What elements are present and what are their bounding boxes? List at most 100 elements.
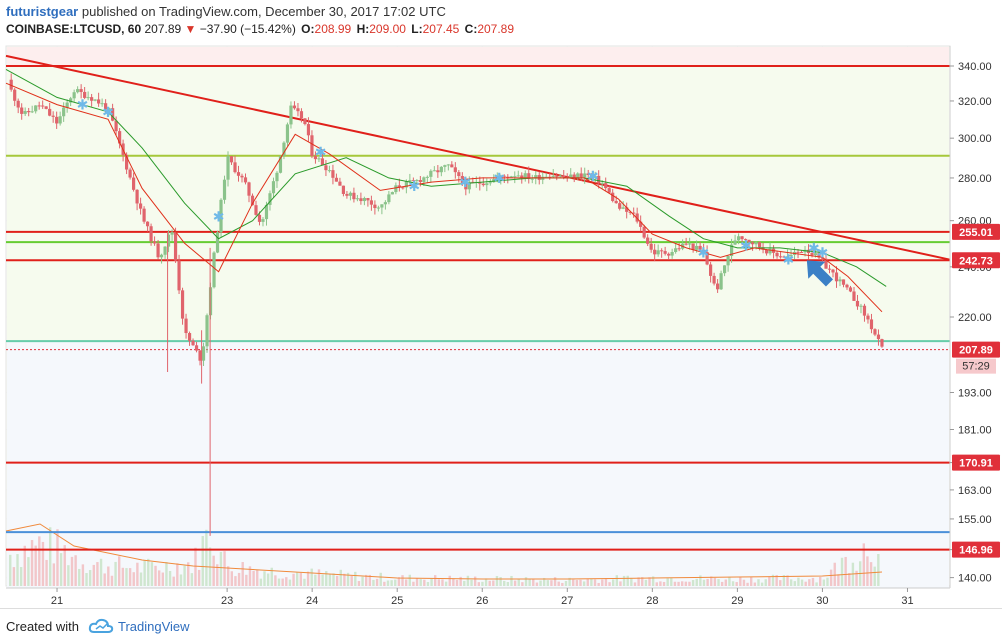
candle-body (656, 250, 660, 255)
candle-body (649, 243, 653, 250)
volume-bar (157, 570, 161, 586)
volume-bar (81, 564, 85, 586)
candle-body (593, 175, 597, 177)
candle-body (646, 237, 650, 244)
candle-body (387, 194, 391, 203)
last-price: 207.89 (144, 22, 182, 36)
volume-bar (38, 536, 41, 586)
volume-bar (168, 570, 172, 586)
volume-bar (753, 582, 757, 586)
signal-star-icon: ✱ (783, 253, 795, 269)
volume-bar (266, 573, 270, 586)
volume-bar (528, 579, 531, 586)
arrow-shape (806, 260, 834, 287)
volume-bar (386, 580, 390, 586)
candle-body (841, 279, 846, 285)
signal-star-icon: ✱ (213, 209, 225, 225)
signal-star-icon: ✱ (698, 246, 710, 262)
volume-bar (542, 577, 546, 586)
candle-body (380, 204, 384, 208)
volume-bar (691, 580, 695, 586)
annotation-arrow[interactable] (798, 252, 838, 292)
candle-body (698, 245, 702, 250)
candle-body (138, 203, 143, 209)
symbol-label[interactable]: COINBASE:LTCUSD, 60 (6, 22, 142, 36)
volume-bar (52, 563, 56, 586)
volume-bar (869, 562, 873, 586)
candle-body (240, 175, 244, 178)
volume-bar (237, 572, 241, 586)
candle-body (355, 198, 360, 200)
volume-bar (92, 564, 95, 586)
candle-body (579, 173, 583, 178)
volume-bar (601, 579, 604, 586)
volume-bar (437, 579, 441, 586)
volume-bar (321, 574, 324, 586)
volume-bar (459, 576, 462, 586)
candle-body (653, 249, 657, 255)
candle-body (516, 175, 520, 177)
volume-bar (844, 556, 847, 586)
volume-bar (310, 568, 313, 586)
trendline[interactable] (5, 54, 951, 261)
time-axis[interactable]: 21 23 24 25 26 27 28 29 30 31 (51, 588, 914, 607)
volume-bar (426, 582, 430, 586)
candle-body (446, 164, 450, 166)
candle-body (404, 181, 408, 188)
candle-body (782, 256, 786, 258)
candle-body (600, 183, 604, 185)
candle-body (205, 315, 209, 347)
level-badge-label: 170.91 (959, 458, 993, 470)
volume-bar (176, 563, 179, 586)
candle-body (187, 333, 192, 341)
volume-bar (118, 556, 121, 586)
candle-body (180, 290, 185, 319)
volume-bar (379, 572, 382, 586)
candle-body (464, 182, 468, 190)
volume-bar (288, 579, 292, 586)
candle-body (775, 252, 779, 257)
author-link[interactable]: futuristgear (6, 4, 79, 19)
candle-body (142, 208, 146, 222)
volume-bar (125, 568, 128, 586)
volume-bar (350, 575, 353, 586)
price-chart[interactable]: ✱ ✱✱✱✱ ✱ ✱ ✱✱ ✱✱✱✱ 340.00320.00300.00280.0026… (0, 44, 1002, 608)
candle-body (604, 183, 608, 189)
volume-bar (789, 579, 793, 586)
tradingview-link[interactable]: TradingView (118, 619, 190, 634)
candle-body (236, 172, 241, 176)
horizontal-levels[interactable] (6, 64, 950, 551)
candle-body (222, 179, 227, 200)
volume-bar (720, 581, 724, 586)
volume-bar (800, 579, 804, 586)
volume-bar (680, 581, 684, 586)
low-value: 207.45 (422, 22, 460, 36)
volume-bar (557, 581, 560, 586)
level-badge-bg (952, 252, 1000, 269)
volume-bar (517, 579, 520, 586)
volume-bar (441, 579, 444, 586)
volume-bar (226, 566, 230, 586)
level-badge-bg (952, 541, 1000, 558)
volume-bar (354, 571, 357, 586)
candle-body (712, 275, 716, 284)
candle-body (338, 181, 342, 186)
volume-bar (78, 568, 81, 586)
candle-body (880, 339, 884, 347)
candle-body (590, 175, 594, 177)
candle-body (729, 244, 734, 257)
candle-body (401, 187, 405, 189)
arrow-up-right-icon[interactable] (798, 252, 838, 292)
volume-bar (281, 578, 284, 586)
volume-bar (877, 553, 880, 586)
volume-bar (811, 577, 815, 586)
candle-body (128, 169, 132, 178)
candle-body (778, 256, 783, 258)
volume-bar (837, 574, 840, 586)
countdown-bg (956, 358, 996, 374)
candle-body (586, 173, 590, 176)
candle-body (810, 253, 814, 256)
volume-bar (212, 555, 215, 586)
candle-body (48, 108, 52, 116)
candle-body (555, 175, 559, 177)
